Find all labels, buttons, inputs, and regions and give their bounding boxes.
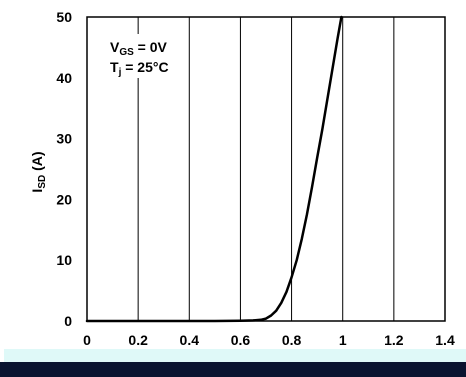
annotation-tj-main: T (110, 59, 119, 75)
scan-artifact-light-band (4, 349, 466, 363)
y-tick-labels: 0 10 20 30 40 50 (56, 9, 72, 329)
x-tick-label: 0.8 (282, 332, 302, 348)
annotation-vgs-rest: = 0V (134, 39, 168, 55)
x-tick-label: 1.4 (435, 332, 455, 348)
annotation-tj: Tj = 25°C (110, 59, 169, 78)
y-tick-label: 20 (56, 191, 72, 207)
y-axis-label: ISD (A) (29, 151, 48, 192)
annotation-vgs: VGS = 0V (110, 39, 168, 58)
y-axis-label-sub: SD (37, 175, 48, 189)
series-line (85, 15, 343, 323)
x-tick-labels: 0 0.2 0.4 0.6 0.8 1 1.2 1.4 (83, 332, 455, 348)
y-tick-label: 40 (56, 70, 72, 86)
annotation-tj-rest: = 25°C (121, 59, 168, 75)
annotation-box: VGS = 0V Tj = 25°C (104, 34, 174, 78)
annotation-vgs-main: V (110, 39, 120, 55)
annotation-vgs-sub: GS (119, 47, 134, 58)
x-tick-label: 0.4 (180, 332, 200, 348)
y-axis-label-unit: (A) (29, 151, 45, 174)
y-tick-label: 30 (56, 131, 72, 147)
series-layer (85, 15, 343, 323)
x-tick-label: 0.6 (231, 332, 251, 348)
y-axis-label-main: I (29, 189, 45, 193)
y-tick-label: 50 (56, 9, 72, 25)
x-tick-label: 0 (83, 332, 91, 348)
plot-area (86, 16, 446, 322)
gridlines (137, 17, 395, 321)
annotation-tj-sub: j (118, 67, 122, 78)
plot-border (86, 16, 446, 322)
y-tick-label: 0 (64, 313, 72, 329)
annotation-background (104, 34, 174, 78)
scan-artifact-dark-band (0, 362, 466, 377)
y-tick-label: 10 (56, 252, 72, 268)
x-tick-label: 1 (339, 332, 347, 348)
x-tick-label: 0.2 (128, 332, 148, 348)
x-tick-label: 1.2 (384, 332, 404, 348)
